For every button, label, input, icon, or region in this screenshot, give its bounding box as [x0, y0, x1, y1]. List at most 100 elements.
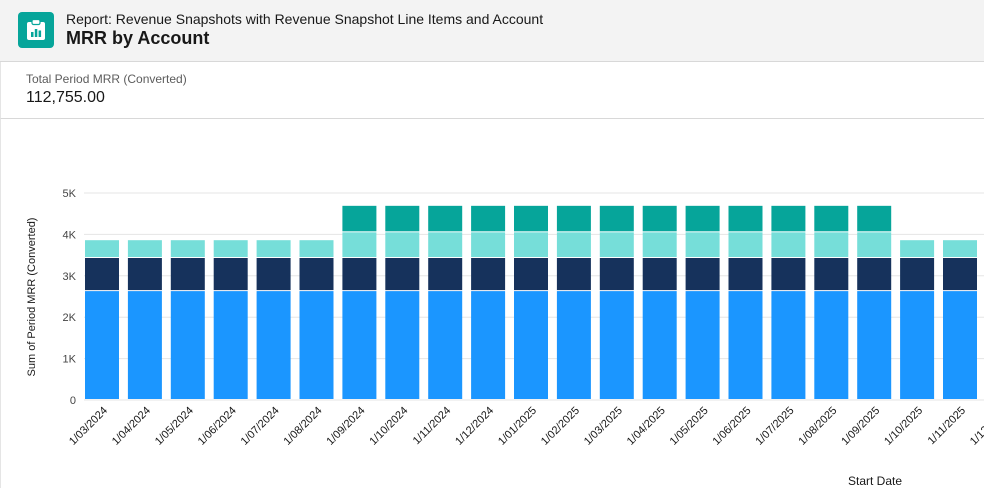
bar-segment — [514, 205, 548, 232]
bar-segment — [127, 257, 162, 291]
y-tick-label: 4K — [63, 229, 77, 241]
bar-segment — [814, 291, 849, 399]
bar-segment — [556, 257, 591, 291]
bar-segment — [943, 291, 977, 399]
bar-segment — [342, 291, 377, 399]
x-tick-label: 1/05/2024 — [153, 405, 196, 448]
bar-segment — [342, 205, 377, 232]
bar-segment — [385, 232, 420, 257]
bar-segment — [857, 205, 892, 232]
bar-segment — [728, 291, 763, 399]
bar-segment — [900, 291, 935, 399]
x-tick-label: 1/09/2024 — [324, 405, 367, 448]
bar-segment — [814, 232, 849, 257]
x-tick-label: 1/08/2024 — [282, 405, 325, 448]
bar-segment — [642, 291, 677, 399]
summary-label: Total Period MRR (Converted) — [26, 72, 187, 86]
bar-segment — [256, 257, 291, 291]
y-tick-label: 2K — [63, 312, 77, 324]
bar-segment — [428, 232, 463, 257]
bar-segment — [857, 257, 892, 291]
bar-segment — [514, 257, 548, 291]
bar-segment — [514, 291, 548, 399]
x-tick-label: 1/04/2024 — [110, 405, 153, 448]
bar-segment — [900, 240, 935, 257]
bar-segment — [127, 291, 162, 399]
bar-segment — [771, 257, 806, 291]
bar-segment — [471, 257, 506, 291]
x-tick-label: 1/03/2025 — [582, 405, 625, 448]
bar-segment — [471, 291, 506, 399]
x-tick-label: 1/05/2025 — [668, 405, 711, 448]
bar-segment — [814, 257, 849, 291]
x-tick-label: 1/12/2025 — [968, 405, 984, 448]
bar-segment — [385, 291, 420, 399]
y-tick-label: 0 — [70, 395, 76, 407]
x-tick-label: 1/03/2024 — [67, 405, 110, 448]
bar-segment — [385, 257, 420, 291]
bar-segment — [857, 232, 892, 257]
bar-segment — [299, 291, 334, 399]
bar-segment — [213, 257, 248, 291]
bar-segment — [728, 257, 763, 291]
bar-segment — [556, 291, 591, 399]
bar-segment — [428, 205, 463, 232]
bar-segment — [256, 240, 291, 257]
x-axis-label: Start Date — [848, 474, 902, 488]
bar-segment — [599, 291, 634, 399]
bar-segment — [599, 205, 634, 232]
x-tick-label: 1/02/2025 — [539, 405, 582, 448]
x-tick-label: 1/10/2025 — [882, 405, 925, 448]
x-tick-label: 1/11/2025 — [926, 405, 969, 448]
y-tick-label: 5K — [63, 188, 77, 200]
bar-segment — [127, 240, 162, 257]
bar-segment — [299, 240, 334, 257]
bar-segment — [642, 205, 677, 232]
bar-segment — [256, 291, 291, 399]
bar-segment — [170, 257, 205, 291]
bar-segment — [900, 257, 935, 291]
bar-segment — [385, 205, 420, 232]
bar-segment — [685, 257, 720, 291]
bar-segment — [556, 232, 591, 257]
x-tick-label: 1/04/2025 — [625, 405, 668, 448]
bar-segment — [170, 291, 205, 399]
report-subtitle: Report: Revenue Snapshots with Revenue S… — [66, 11, 544, 27]
report-header: Report: Revenue Snapshots with Revenue S… — [0, 0, 984, 62]
bar-segment — [471, 232, 506, 257]
bar-segment — [213, 291, 248, 399]
bar-segment — [85, 240, 119, 257]
bar-segment — [428, 291, 463, 399]
bar-segment — [943, 240, 977, 257]
bar-segment — [556, 205, 591, 232]
x-tick-label: 1/12/2024 — [453, 405, 496, 448]
bar-segment — [642, 257, 677, 291]
x-tick-label: 1/01/2025 — [496, 405, 539, 448]
bar-segment — [728, 232, 763, 257]
summary-value: 112,755.00 — [26, 89, 105, 106]
x-tick-label: 1/07/2025 — [753, 405, 796, 448]
x-tick-label: 1/06/2024 — [196, 405, 239, 448]
y-tick-label: 1K — [63, 354, 77, 366]
x-tick-label: 1/08/2025 — [796, 405, 839, 448]
bar-segment — [342, 257, 377, 291]
bar-segment — [213, 240, 248, 257]
stacked-bar-chart: 0 1K 2K 3K 4K 5K Sum of Period MRR (Converted)… — [26, 188, 984, 488]
bar-segment — [814, 205, 849, 232]
bar-segment — [685, 205, 720, 232]
report-title: MRR by Account — [66, 28, 210, 48]
bar-segment — [428, 257, 463, 291]
bar-segment — [728, 205, 763, 232]
y-tick-label: 3K — [63, 271, 77, 283]
left-divider — [0, 119, 1, 488]
x-tick-label: 1/11/2024 — [411, 405, 454, 448]
x-tick-label: 1/10/2024 — [367, 405, 410, 448]
x-tick-label: 1/06/2025 — [711, 405, 754, 448]
bar-segment — [170, 240, 205, 257]
bar-segment — [771, 205, 806, 232]
bar-segment — [943, 257, 977, 291]
bar-segment — [85, 257, 119, 291]
bar-segment — [299, 257, 334, 291]
bar-segment — [857, 291, 892, 399]
bar-segment — [771, 291, 806, 399]
